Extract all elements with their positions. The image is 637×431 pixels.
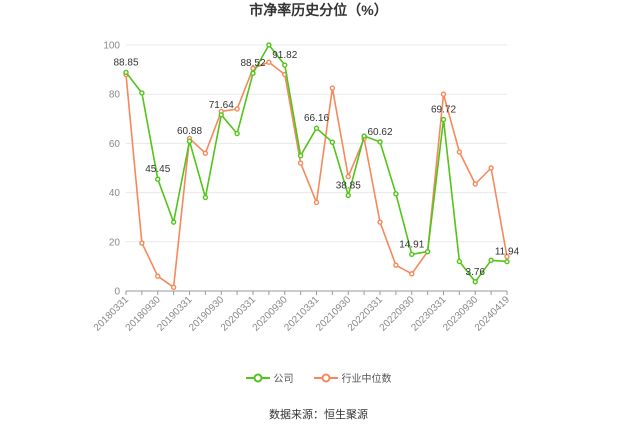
- y-tick-label: 80: [109, 90, 121, 101]
- source-note: 数据来源：恒生聚源: [269, 409, 368, 421]
- data-point-industry: [234, 106, 240, 112]
- data-point-industry: [472, 181, 478, 187]
- data-point-industry: [139, 240, 145, 246]
- data-point-company: [139, 90, 145, 96]
- data-point-industry: [313, 199, 320, 206]
- data-point-company: [155, 176, 161, 182]
- data-label: 3.76: [466, 267, 486, 278]
- data-point-industry: [202, 150, 209, 156]
- data-point-industry: [329, 85, 336, 91]
- data-label: 11.94: [495, 247, 520, 258]
- data-label: 14.91: [399, 239, 424, 250]
- data-point-company: [313, 125, 320, 131]
- data-point-industry: [345, 173, 351, 180]
- series-layer: [123, 42, 510, 291]
- data-point-company: [377, 139, 383, 145]
- x-tick-label: 20240419: [473, 294, 513, 334]
- data-point-company: [472, 279, 478, 285]
- data-point-company: [488, 257, 494, 263]
- data-point-company: [393, 191, 399, 197]
- data-label: 91.82: [272, 50, 297, 61]
- data-point-industry: [488, 165, 494, 171]
- data-point-company: [424, 248, 431, 255]
- data-point-company: [440, 116, 447, 123]
- legend-item-company[interactable]: 公司: [245, 370, 294, 385]
- legend: 公司 行业中位数: [0, 370, 637, 385]
- data-label: 38.85: [336, 180, 361, 191]
- data-point-company: [297, 152, 304, 159]
- chart-title: 市净率历史分位（%）: [249, 2, 388, 18]
- legend-industry-line-icon: [313, 373, 338, 382]
- data-point-industry: [377, 219, 383, 225]
- legend-company-line-icon: [245, 373, 270, 382]
- data-point-company: [202, 194, 209, 201]
- y-tick-label: 20: [109, 237, 121, 248]
- data-point-company: [282, 62, 288, 68]
- y-tick-label: 0: [114, 287, 120, 298]
- data-point-company: [361, 133, 367, 139]
- grid-lines: [126, 44, 507, 243]
- data-point-company: [266, 42, 272, 48]
- data-point-industry: [297, 160, 304, 166]
- data-point-company: [329, 139, 336, 145]
- legend-label-company: 公司: [273, 374, 294, 385]
- data-point-industry: [409, 271, 415, 277]
- series-line-company: [125, 44, 508, 283]
- data-point-company: [345, 192, 351, 199]
- data-point-company: [456, 258, 463, 265]
- data-label: 71.64: [209, 100, 234, 111]
- data-label: 66.16: [304, 113, 329, 124]
- data-point-industry: [504, 253, 510, 260]
- data-point-industry: [440, 91, 447, 97]
- data-point-company: [186, 138, 193, 144]
- data-point-industry: [393, 262, 399, 268]
- data-point-industry: [155, 273, 161, 279]
- data-point-industry: [266, 59, 272, 65]
- data-point-company: [409, 251, 415, 258]
- data-label: 60.88: [177, 126, 202, 137]
- data-point-company: [170, 219, 177, 225]
- data-point-company: [504, 258, 510, 265]
- data-point-industry: [456, 149, 463, 155]
- data-point-company: [218, 112, 224, 118]
- data-label: 69.72: [431, 104, 456, 115]
- data-point-industry: [170, 284, 177, 291]
- legend-label-industry: 行业中位数: [341, 374, 392, 385]
- data-label: 88.85: [113, 57, 138, 68]
- y-tick-label: 40: [109, 188, 121, 199]
- data-label: 60.62: [367, 127, 392, 138]
- axes: 0204060801002018033120180930201903312019…: [92, 41, 513, 334]
- data-labels: 88.85 45.45 60.88 71.64 88.52 91.82 66.16 38.85…: [113, 50, 519, 278]
- data-label: 88.52: [240, 58, 265, 69]
- y-tick-label: 60: [109, 139, 121, 150]
- data-point-company: [234, 130, 240, 137]
- data-point-company: [123, 69, 129, 76]
- legend-item-industry[interactable]: 行业中位数: [313, 370, 392, 385]
- y-tick-label: 100: [103, 41, 120, 52]
- data-label: 45.45: [145, 164, 170, 175]
- data-point-company: [250, 70, 256, 76]
